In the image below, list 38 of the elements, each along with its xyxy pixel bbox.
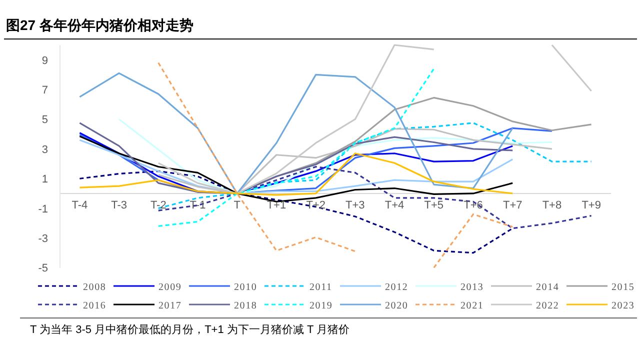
x-tick-label: T+3 [346,199,365,212]
x-tick-label: T+1 [266,199,286,212]
legend-label: 2008 [83,282,106,293]
legend-label: 2021 [460,300,484,312]
x-tick-label: T+7 [502,199,522,212]
legend-label: 2023 [612,300,635,312]
legend-label: 2012 [385,282,408,293]
legend-label: 2020 [385,300,408,312]
legend-label: 2017 [158,300,182,312]
y-tick-label: 3 [42,144,48,156]
legend-label: 2013 [460,282,484,293]
x-tick-label: T-3 [111,199,127,212]
y-tick-label: -3 [38,233,48,246]
x-tick-label: T-4 [72,199,88,212]
y-tick-label: -1 [38,203,48,216]
y-tick-label: 1 [42,174,48,186]
x-tick-label: T-1 [190,199,206,212]
y-tick-label: 5 [42,114,48,126]
chart-title: 图27 各年份年内猪价相对走势 [6,17,194,33]
legend-label: 2014 [536,282,560,293]
x-tick-label: T+4 [384,199,404,212]
legend-label: 2010 [234,282,258,293]
legend-label: 2022 [536,300,560,312]
legend-label: 2015 [612,282,635,293]
x-tick-label: T-2 [150,199,166,212]
y-tick-label: 7 [42,84,48,97]
y-tick-label: 9 [42,54,48,67]
legend-label: 2011 [310,282,332,293]
text: T 为当年 3-5 月中猪价最低的月份，T+1 为下一月猪价减 T 月猪价 [30,323,350,336]
legend-label: 2009 [158,282,182,293]
legend-label: 2016 [83,300,106,312]
legend-label: 2019 [310,300,333,312]
x-tick-label: T+9 [582,199,601,212]
y-tick-label: -5 [38,262,48,275]
x-tick-label: T [234,199,241,212]
x-tick-label: T+5 [424,199,444,212]
x-tick-label: T+8 [542,199,562,212]
legend-label: 2018 [234,300,258,312]
